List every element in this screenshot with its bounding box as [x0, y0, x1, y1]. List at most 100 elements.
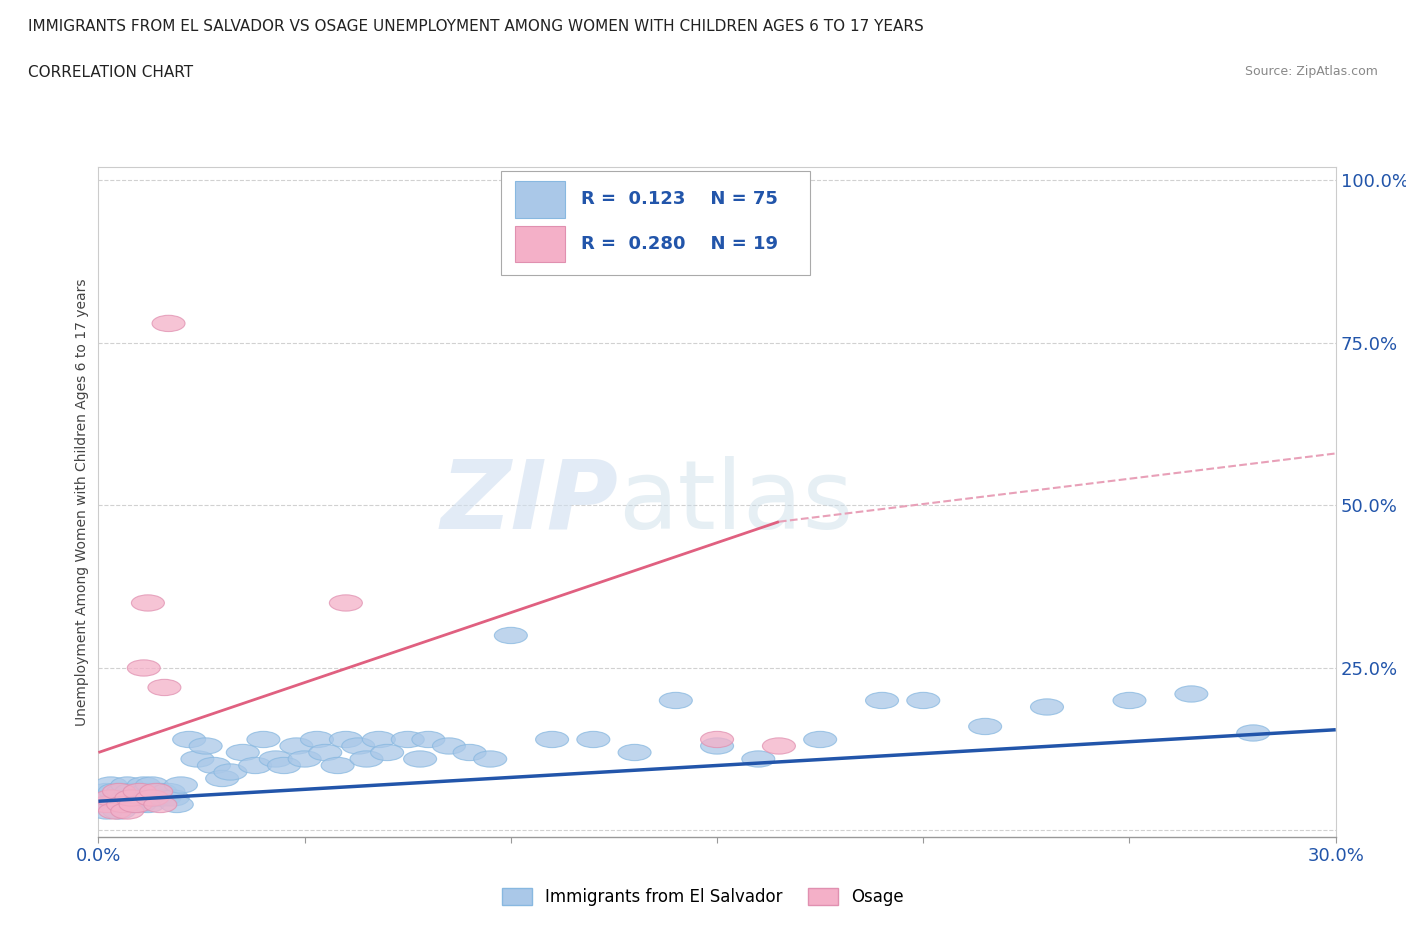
Ellipse shape — [391, 731, 425, 748]
Ellipse shape — [128, 660, 160, 676]
Ellipse shape — [98, 783, 131, 800]
Ellipse shape — [907, 692, 939, 709]
Ellipse shape — [160, 796, 193, 813]
Text: R =  0.123    N = 75: R = 0.123 N = 75 — [581, 190, 778, 208]
Ellipse shape — [404, 751, 437, 767]
Ellipse shape — [576, 731, 610, 748]
Ellipse shape — [135, 790, 169, 806]
Ellipse shape — [94, 790, 128, 806]
Ellipse shape — [474, 751, 506, 767]
Ellipse shape — [120, 790, 152, 806]
Ellipse shape — [135, 777, 169, 793]
Ellipse shape — [107, 783, 139, 800]
Ellipse shape — [371, 744, 404, 761]
Ellipse shape — [1114, 692, 1146, 709]
Ellipse shape — [90, 803, 124, 819]
Ellipse shape — [111, 803, 143, 819]
Ellipse shape — [742, 751, 775, 767]
Ellipse shape — [181, 751, 214, 767]
Ellipse shape — [111, 790, 143, 806]
Ellipse shape — [120, 796, 152, 813]
Ellipse shape — [135, 790, 169, 806]
Text: ZIP: ZIP — [440, 456, 619, 549]
Legend: Immigrants from El Salvador, Osage: Immigrants from El Salvador, Osage — [495, 881, 911, 912]
Text: IMMIGRANTS FROM EL SALVADOR VS OSAGE UNEMPLOYMENT AMONG WOMEN WITH CHILDREN AGES: IMMIGRANTS FROM EL SALVADOR VS OSAGE UNE… — [28, 19, 924, 33]
Ellipse shape — [288, 751, 321, 767]
Ellipse shape — [143, 783, 177, 800]
Ellipse shape — [259, 751, 292, 767]
Ellipse shape — [197, 757, 231, 774]
Ellipse shape — [103, 790, 135, 806]
Ellipse shape — [148, 790, 181, 806]
Ellipse shape — [152, 783, 186, 800]
Ellipse shape — [239, 757, 271, 774]
Ellipse shape — [115, 783, 148, 800]
Ellipse shape — [128, 790, 160, 806]
FancyBboxPatch shape — [516, 226, 565, 262]
Ellipse shape — [309, 744, 342, 761]
Ellipse shape — [103, 803, 135, 819]
FancyBboxPatch shape — [516, 180, 565, 218]
Ellipse shape — [115, 796, 148, 813]
Ellipse shape — [433, 737, 465, 754]
Ellipse shape — [139, 783, 173, 800]
Ellipse shape — [1175, 685, 1208, 702]
Ellipse shape — [107, 796, 139, 813]
Ellipse shape — [86, 796, 120, 813]
Ellipse shape — [90, 783, 124, 800]
Ellipse shape — [94, 777, 128, 793]
Ellipse shape — [90, 796, 124, 813]
Ellipse shape — [124, 783, 156, 800]
Ellipse shape — [1237, 724, 1270, 741]
Ellipse shape — [342, 737, 375, 754]
Ellipse shape — [131, 783, 165, 800]
Text: atlas: atlas — [619, 456, 853, 549]
Ellipse shape — [156, 790, 190, 806]
Ellipse shape — [165, 777, 197, 793]
Ellipse shape — [329, 595, 363, 611]
Ellipse shape — [205, 770, 239, 787]
Ellipse shape — [700, 737, 734, 754]
Ellipse shape — [94, 790, 128, 806]
Text: CORRELATION CHART: CORRELATION CHART — [28, 65, 193, 80]
Ellipse shape — [700, 731, 734, 748]
Ellipse shape — [111, 777, 143, 793]
Ellipse shape — [280, 737, 314, 754]
Ellipse shape — [115, 790, 148, 806]
Ellipse shape — [98, 796, 131, 813]
Ellipse shape — [619, 744, 651, 761]
Ellipse shape — [139, 790, 173, 806]
Ellipse shape — [329, 731, 363, 748]
Ellipse shape — [453, 744, 486, 761]
Ellipse shape — [124, 796, 156, 813]
Ellipse shape — [131, 796, 165, 813]
Ellipse shape — [214, 764, 247, 780]
Ellipse shape — [152, 315, 186, 332]
Ellipse shape — [350, 751, 382, 767]
Ellipse shape — [128, 777, 160, 793]
Ellipse shape — [131, 595, 165, 611]
Ellipse shape — [301, 731, 333, 748]
Ellipse shape — [659, 692, 692, 709]
Ellipse shape — [412, 731, 444, 748]
Ellipse shape — [321, 757, 354, 774]
Ellipse shape — [103, 783, 135, 800]
Ellipse shape — [363, 731, 395, 748]
Ellipse shape — [226, 744, 259, 761]
Text: R =  0.280    N = 19: R = 0.280 N = 19 — [581, 234, 778, 253]
Ellipse shape — [148, 679, 181, 696]
Ellipse shape — [190, 737, 222, 754]
Ellipse shape — [866, 692, 898, 709]
Ellipse shape — [124, 790, 156, 806]
Ellipse shape — [98, 803, 131, 819]
Text: Source: ZipAtlas.com: Source: ZipAtlas.com — [1244, 65, 1378, 78]
Ellipse shape — [143, 796, 177, 813]
Ellipse shape — [107, 796, 139, 813]
Ellipse shape — [536, 731, 568, 748]
Ellipse shape — [120, 796, 152, 813]
Ellipse shape — [247, 731, 280, 748]
Ellipse shape — [804, 731, 837, 748]
Ellipse shape — [762, 737, 796, 754]
Ellipse shape — [124, 783, 156, 800]
Ellipse shape — [173, 731, 205, 748]
